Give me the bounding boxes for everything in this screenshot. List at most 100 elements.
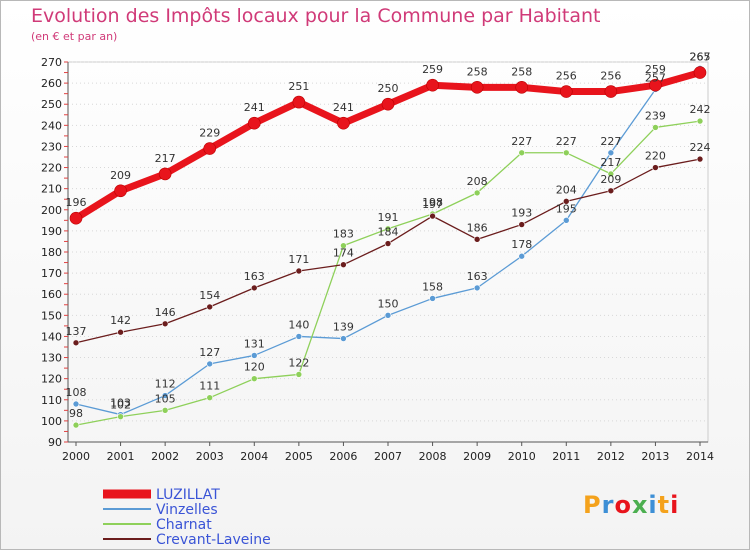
data-label: 184 (378, 226, 399, 239)
data-point (158, 167, 172, 181)
data-label: 208 (467, 175, 488, 188)
data-label: 242 (690, 103, 711, 116)
logo-letter: i (648, 491, 658, 519)
data-label: 195 (556, 202, 577, 215)
data-point (473, 236, 481, 243)
x-tick-label: 2004 (240, 450, 268, 463)
y-tick-label: 190 (41, 225, 62, 238)
y-tick-label: 100 (41, 415, 62, 428)
data-point (607, 149, 615, 157)
data-point (206, 360, 214, 368)
data-label: 241 (244, 101, 265, 114)
data-label: 256 (600, 70, 621, 83)
data-point (250, 375, 258, 382)
data-point (117, 328, 124, 336)
x-tick-label: 2002 (151, 450, 179, 463)
data-point (381, 97, 395, 111)
data-label: 142 (110, 314, 131, 327)
y-tick-label: 150 (41, 309, 62, 322)
data-point (696, 117, 704, 125)
data-label: 191 (378, 211, 399, 224)
data-label: 250 (378, 82, 399, 95)
data-point (161, 407, 169, 414)
data-point (161, 392, 169, 399)
data-point (470, 81, 484, 94)
data-label: 251 (288, 80, 309, 93)
data-label: 259 (645, 63, 666, 76)
data-label: 267 (690, 50, 711, 63)
data-label: 108 (66, 386, 87, 399)
data-label: 258 (467, 65, 488, 78)
data-label: 265 (690, 51, 711, 64)
x-tick-label: 2011 (552, 450, 580, 463)
data-label: 122 (288, 356, 309, 369)
data-point (206, 303, 214, 311)
data-label: 150 (378, 297, 399, 310)
y-tick-label: 130 (41, 352, 62, 365)
data-label: 105 (155, 392, 176, 405)
logo-letter: t (657, 491, 671, 519)
data-label: 102 (110, 399, 131, 412)
data-point (250, 352, 258, 359)
y-tick-label: 140 (41, 330, 62, 343)
y-tick-label: 90 (48, 436, 62, 449)
chart-subtitle: (en € et par an) (31, 30, 118, 43)
data-label: 127 (199, 346, 220, 359)
data-label: 209 (600, 173, 621, 186)
data-label: 256 (556, 70, 577, 83)
data-label: 259 (422, 63, 443, 76)
data-label: 178 (511, 238, 532, 251)
data-label: 154 (199, 289, 220, 302)
x-tick-label: 2008 (419, 450, 447, 463)
proxiti-logo: Proxiti (583, 491, 679, 519)
data-point (250, 284, 258, 292)
y-tick-label: 170 (41, 267, 62, 280)
data-point (473, 284, 481, 292)
data-point (384, 312, 392, 319)
data-label: 163 (467, 270, 488, 283)
data-label: 258 (511, 65, 532, 78)
legend-label: Vinzelles (156, 502, 218, 518)
data-point (562, 198, 570, 205)
logo-letter: x (631, 491, 649, 519)
data-point (604, 85, 618, 98)
data-point (161, 320, 169, 328)
data-point (337, 116, 350, 130)
data-point (652, 124, 659, 131)
data-point (340, 335, 347, 342)
data-label: 217 (155, 152, 176, 165)
data-point (515, 81, 529, 94)
legend-label: Crevant-Laveine (156, 532, 271, 548)
data-point (607, 170, 615, 178)
logo-letter: P (583, 491, 602, 519)
data-label: 193 (511, 207, 532, 220)
y-tick-label: 110 (41, 394, 62, 407)
logo-letter: r (601, 491, 615, 519)
data-label: 183 (333, 228, 354, 241)
data-point (693, 66, 707, 79)
x-tick-label: 2001 (107, 450, 135, 463)
data-point (69, 211, 83, 225)
data-label: 103 (110, 397, 131, 410)
data-label: 227 (600, 135, 621, 148)
data-point (340, 261, 347, 268)
data-point (292, 95, 306, 109)
data-point (247, 116, 261, 130)
data-point (429, 295, 436, 302)
data-point (295, 333, 303, 340)
x-tick-label: 2000 (62, 450, 90, 463)
data-point (114, 184, 127, 198)
logo-letter: o (614, 491, 632, 519)
data-label: 196 (66, 196, 87, 209)
data-point (72, 400, 80, 408)
data-point (562, 149, 570, 157)
data-point (652, 164, 659, 171)
data-label: 198 (422, 196, 443, 209)
data-label: 257 (645, 71, 666, 84)
data-point (295, 371, 303, 378)
y-tick-label: 210 (41, 183, 62, 196)
data-label: 239 (645, 109, 666, 122)
x-tick-label: 2003 (196, 450, 224, 463)
data-point (559, 85, 573, 98)
